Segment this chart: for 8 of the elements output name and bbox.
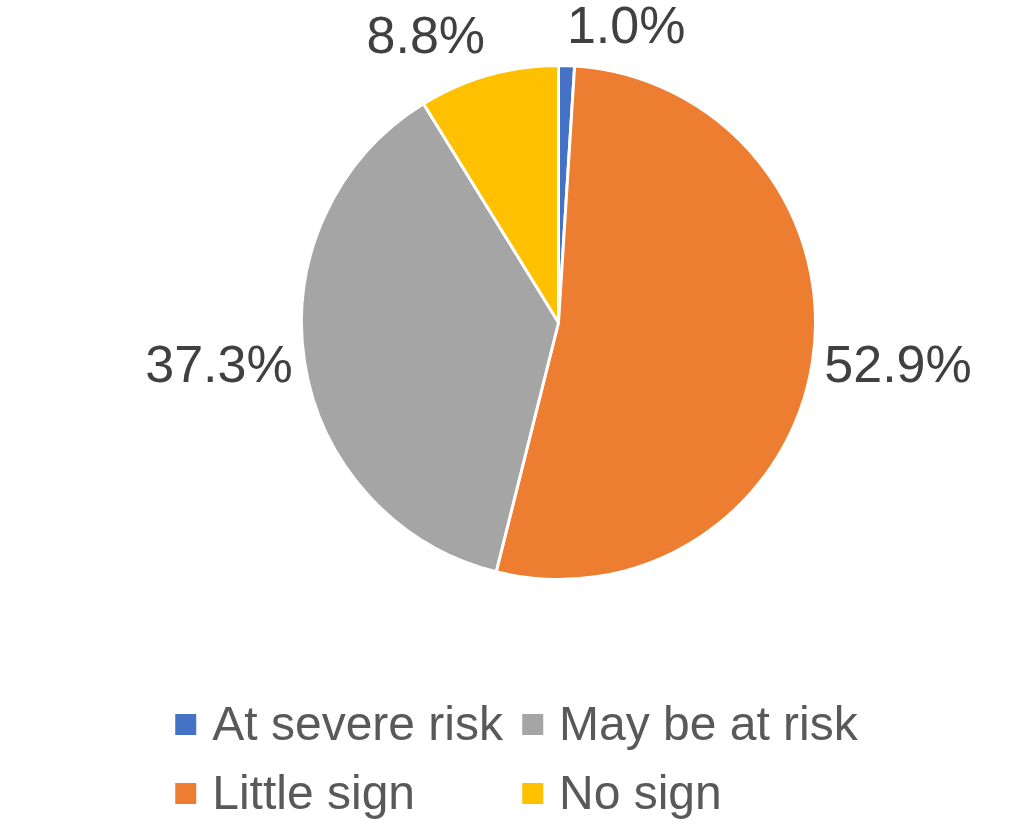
data-label: 37.3% — [145, 334, 293, 393]
legend-label: No sign — [558, 765, 722, 820]
data-label: 52.9% — [824, 334, 972, 393]
legend-label: At severe risk — [212, 696, 503, 751]
data-label: 8.8% — [366, 5, 486, 64]
legend-label: May be at risk — [558, 696, 858, 751]
legend-label: Little sign — [212, 765, 416, 820]
data-label: 1.0% — [566, 0, 686, 54]
